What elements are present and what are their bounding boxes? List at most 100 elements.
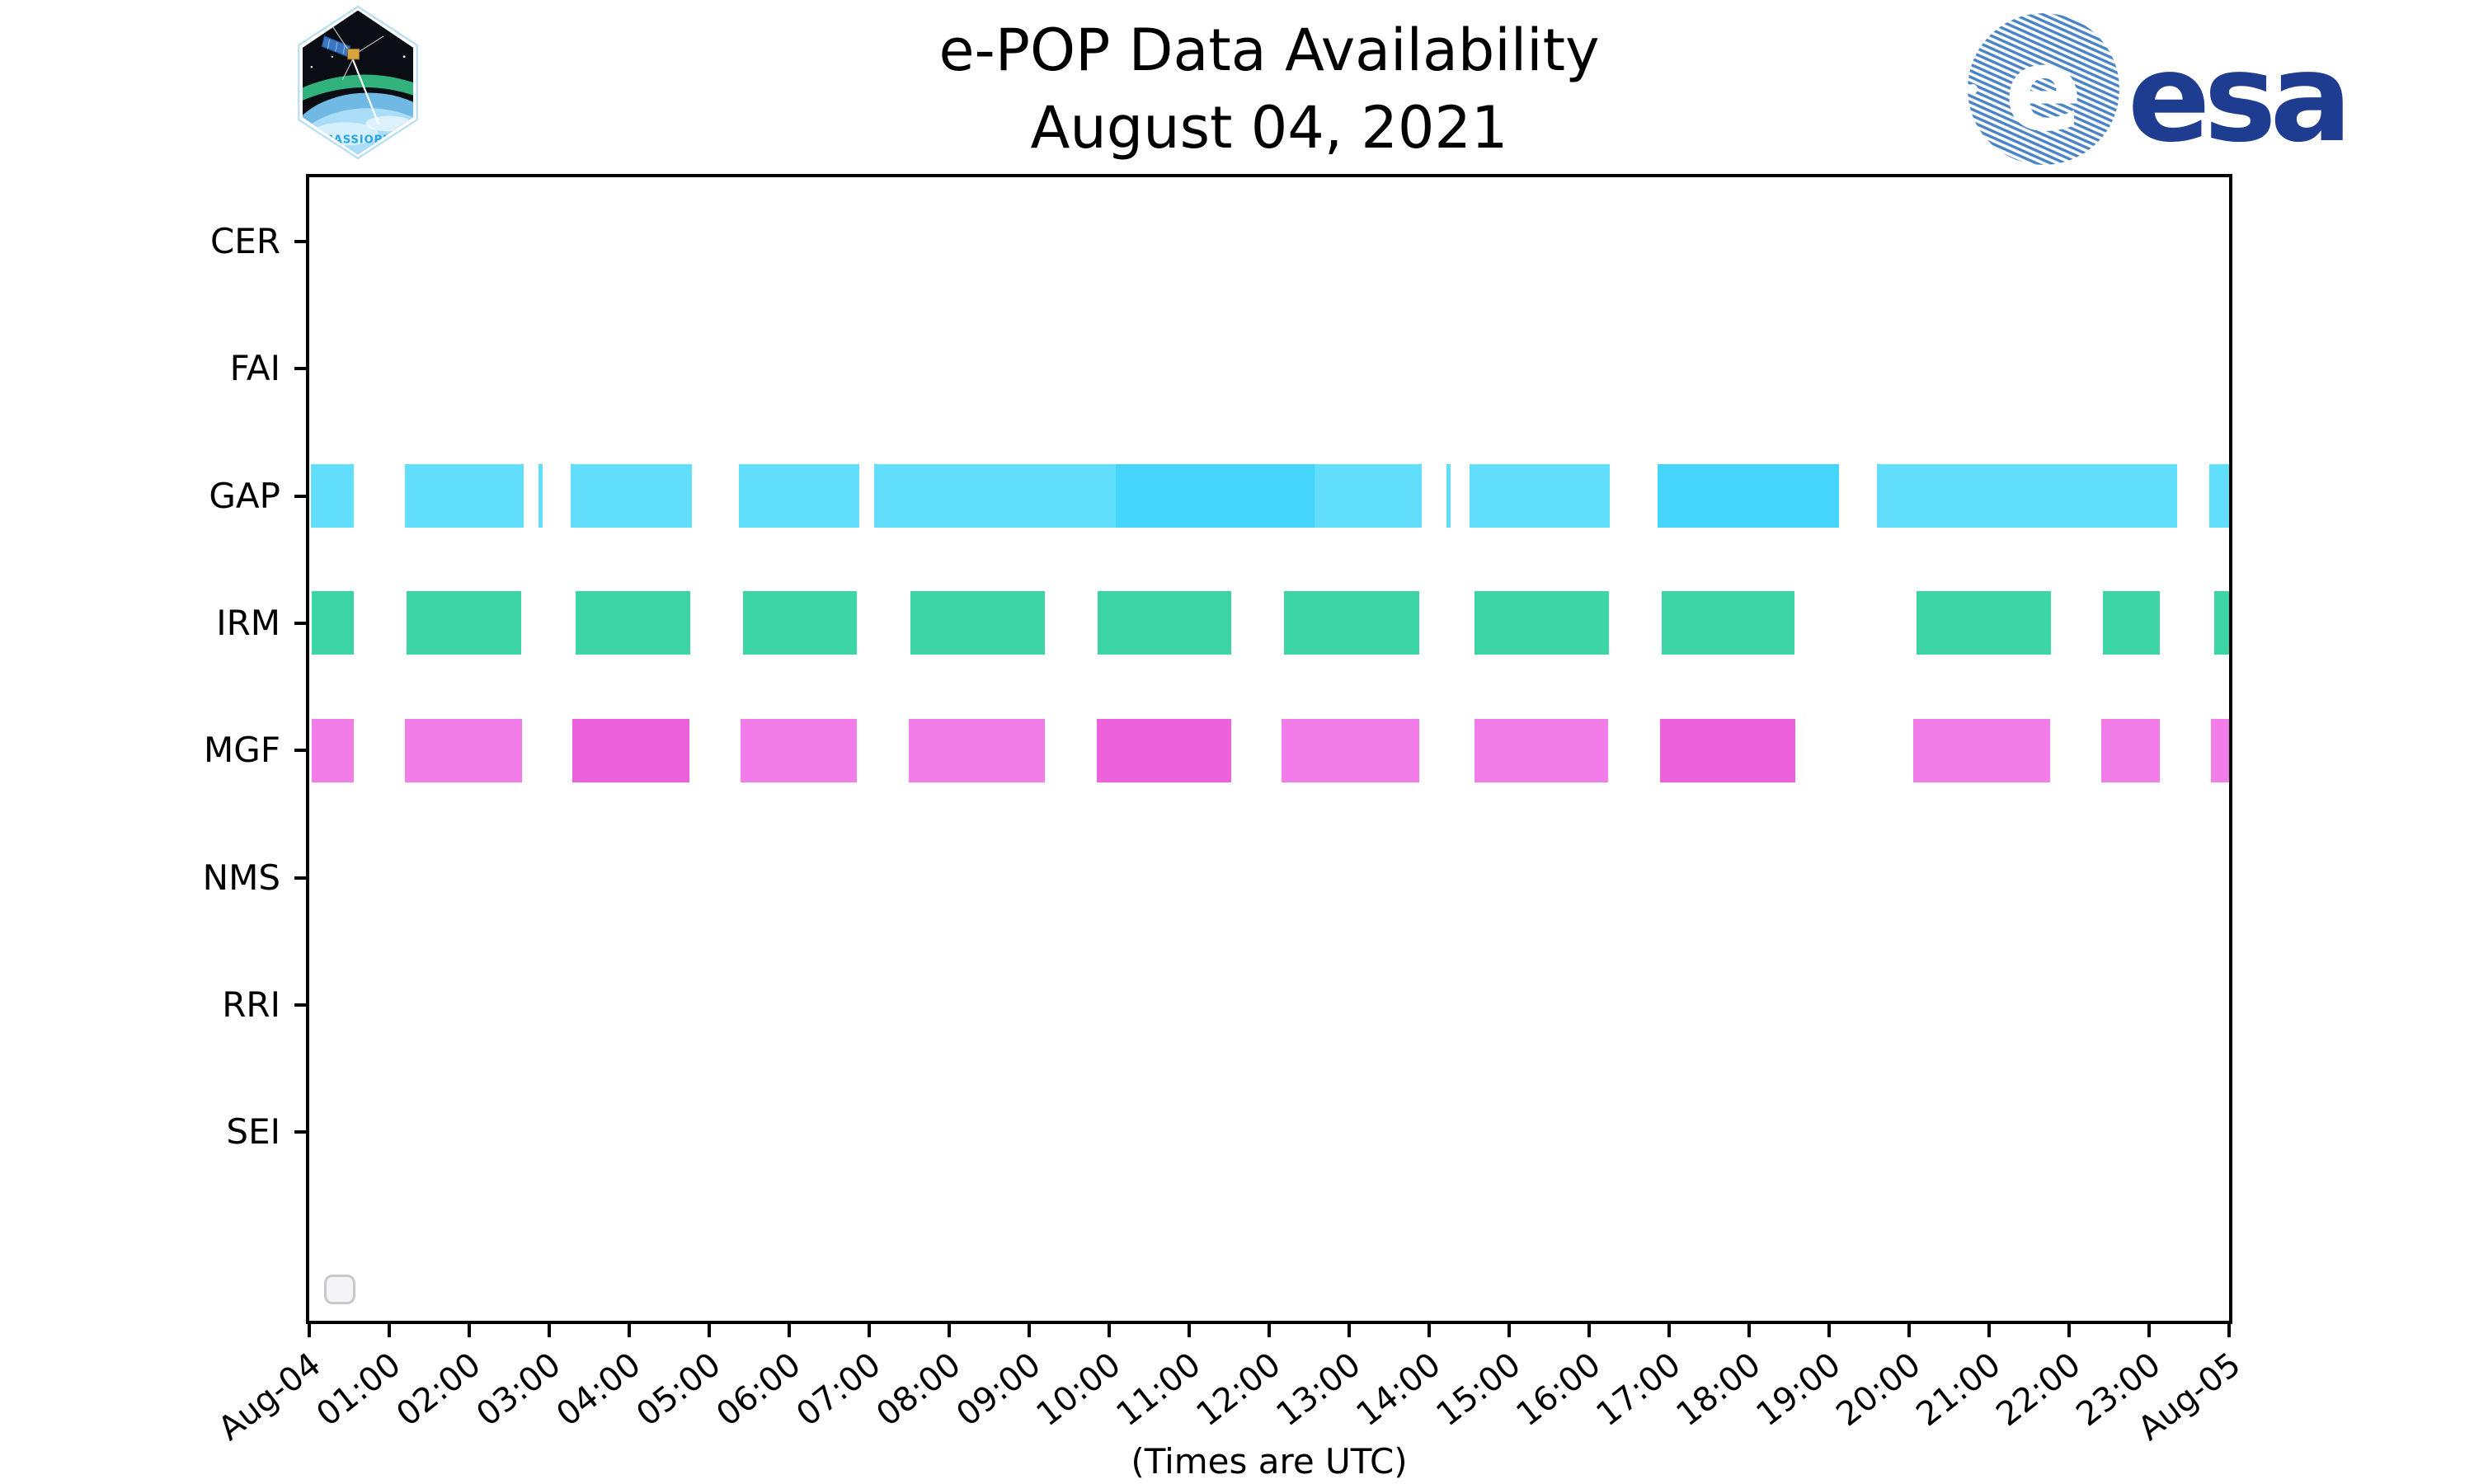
x-tick <box>548 1324 551 1337</box>
x-tick <box>1587 1324 1591 1337</box>
x-tick <box>308 1324 311 1337</box>
x-tick <box>1427 1324 1431 1337</box>
x-tick <box>388 1324 391 1337</box>
availability-bar-gap <box>1469 464 1611 528</box>
availability-bar-gap <box>1877 464 2177 528</box>
availability-bar-gap <box>873 464 1116 528</box>
x-tick-label: 13:00 <box>1269 1345 1368 1435</box>
availability-bar-mgf <box>572 718 689 782</box>
x-tick <box>788 1324 791 1337</box>
x-tick <box>1268 1324 1271 1337</box>
esa-globe-icon: e <box>1968 13 2119 165</box>
y-tick <box>294 621 308 625</box>
availability-bar-mgf <box>740 718 858 782</box>
y-tick-label: FAI <box>229 348 280 389</box>
y-tick <box>294 240 308 243</box>
y-tick <box>294 749 308 753</box>
x-tick <box>1667 1324 1671 1337</box>
patch-aurora <box>302 74 414 101</box>
availability-bar-gap <box>738 464 860 528</box>
availability-bar-gap <box>1658 464 1839 528</box>
chart-title-block: e-POP Data Availability August 04, 2021 <box>309 12 2229 167</box>
esa-logo: e esa <box>1968 13 2344 169</box>
availability-bar-irm <box>2213 591 2229 655</box>
x-tick <box>1188 1324 1191 1337</box>
availability-bar-irm <box>1475 591 1610 655</box>
chart-subtitle-date: August 04, 2021 <box>1030 94 1508 162</box>
x-tick <box>868 1324 871 1337</box>
cassiope-mission-patch-icon: CASSIOPE <box>298 5 418 160</box>
y-tick-label: RRI <box>222 984 280 1025</box>
availability-bar-mgf <box>405 718 522 782</box>
y-tick-label: CER <box>209 221 280 261</box>
availability-bar-mgf <box>1096 718 1232 782</box>
x-tick-label: Aug-04 <box>210 1345 328 1449</box>
y-tick-label: MGF <box>204 730 280 771</box>
availability-bar-gap <box>539 464 543 528</box>
x-tick <box>2067 1324 2071 1337</box>
availability-bar-mgf <box>1475 718 1609 782</box>
availability-bar-irm <box>2102 591 2160 655</box>
x-tick-label: 15:00 <box>1429 1345 1528 1435</box>
x-tick-label: 14:00 <box>1349 1345 1448 1435</box>
x-tick-label: 21:00 <box>1909 1345 2008 1435</box>
x-tick-label: 10:00 <box>1029 1345 1128 1435</box>
esa-wordmark: esa <box>2128 27 2344 169</box>
x-tick <box>948 1324 951 1337</box>
x-tick <box>1987 1324 1991 1337</box>
availability-bar-gap <box>405 464 524 528</box>
availability-bar-mgf <box>2100 718 2160 782</box>
availability-bar-irm <box>1098 591 1232 655</box>
x-tick <box>1827 1324 1831 1337</box>
x-tick-label: 08:00 <box>869 1345 968 1435</box>
availability-bar-irm <box>742 591 858 655</box>
x-tick-label: 19:00 <box>1749 1345 1848 1435</box>
x-tick-label: 04:00 <box>549 1345 648 1435</box>
availability-bar-irm <box>1284 591 1420 655</box>
availability-bar-mgf <box>1912 718 2050 782</box>
axis-note: (Times are UTC) <box>1131 1441 1408 1482</box>
legend-box <box>324 1275 355 1304</box>
x-tick-label: 09:00 <box>949 1345 1048 1435</box>
availability-bar-gap <box>1446 464 1451 528</box>
y-tick-label: IRM <box>216 602 280 643</box>
y-tick-label: GAP <box>209 475 280 516</box>
x-tick-label: 02:00 <box>389 1345 488 1435</box>
availability-bar-gap <box>2208 464 2230 528</box>
y-tick <box>294 367 308 371</box>
y-tick-label: SEI <box>226 1111 280 1153</box>
x-tick-label: 20:00 <box>1829 1345 1928 1435</box>
patch-satellite-icon <box>321 26 384 81</box>
availability-bar-mgf <box>908 718 1046 782</box>
availability-bar-irm <box>1916 591 2051 655</box>
chart-title: e-POP Data Availability <box>938 16 1600 84</box>
x-tick <box>1028 1324 1031 1337</box>
plot-area <box>306 174 2232 1324</box>
y-tick-label: NMS <box>202 857 280 898</box>
x-tick <box>1907 1324 1911 1337</box>
x-tick <box>468 1324 471 1337</box>
svg-text:e: e <box>2005 23 2083 157</box>
availability-bar-gap <box>1315 464 1423 528</box>
patch-beam <box>351 59 379 124</box>
availability-bar-gap <box>571 464 692 528</box>
x-tick <box>1747 1324 1751 1337</box>
x-tick-label: 05:00 <box>629 1345 728 1435</box>
x-tick <box>2227 1324 2231 1337</box>
x-tick-label: 03:00 <box>469 1345 568 1435</box>
availability-bar-gap <box>310 464 355 528</box>
x-tick <box>1108 1324 1111 1337</box>
x-tick-label: 12:00 <box>1189 1345 1288 1435</box>
availability-bar-mgf <box>2210 718 2229 782</box>
x-tick <box>628 1324 631 1337</box>
x-tick-label: 07:00 <box>789 1345 888 1435</box>
patch-mission-name: CASSIOPE <box>325 134 391 146</box>
availability-bar-gap <box>1115 464 1315 528</box>
availability-bar-mgf <box>311 718 355 782</box>
availability-bar-mgf <box>1281 718 1420 782</box>
x-tick <box>2147 1324 2151 1337</box>
x-tick <box>1348 1324 1351 1337</box>
x-tick <box>708 1324 711 1337</box>
availability-bar-irm <box>311 591 355 655</box>
